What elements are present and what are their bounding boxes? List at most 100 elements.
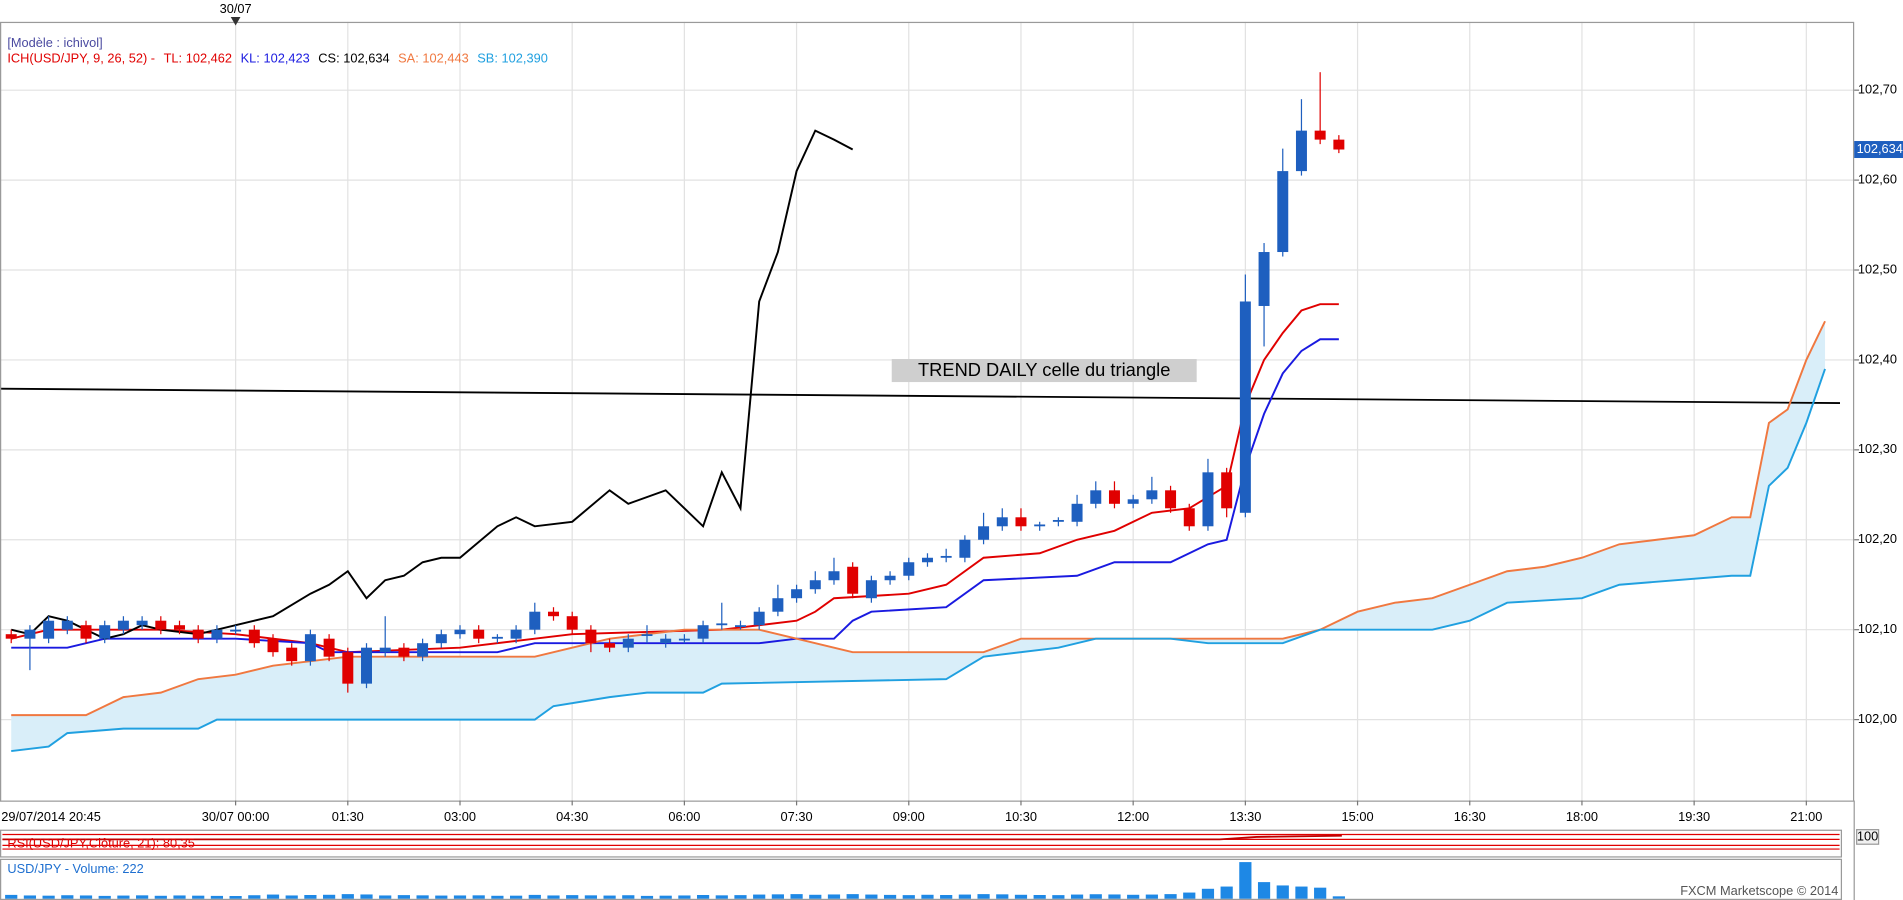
volume-bar [154,895,167,899]
candle-body [361,647,372,684]
candle-body [791,589,803,599]
volume-bar [210,895,224,899]
x-tick-label: 29/07/2014 20:45 [1,809,101,824]
indicator-line [11,320,1826,717]
volume-bar [734,895,747,899]
candle-body [248,629,260,644]
candle-body [61,620,73,630]
x-tick-label: 21:00 [1790,809,1822,824]
volume-bar [360,894,373,899]
volume-bar [584,895,597,899]
last-price-tag [1854,141,1903,159]
candle-body [903,562,915,576]
candle-body [809,580,821,590]
date-marker-label: 30/07 [220,1,252,16]
candle-body [1221,472,1233,509]
legend-value: 102,423 [263,51,309,66]
volume-bar [229,896,242,899]
candle-body [136,620,148,626]
candle-body [697,625,709,639]
y-tick-label: 102,50 [1858,261,1897,276]
volume-bar [491,895,504,899]
volume-bar [98,895,111,899]
volume-bar [790,894,803,899]
volume-bar [192,895,205,899]
candle-body [1034,524,1046,527]
volume-bar [622,895,635,899]
candle-body [529,611,541,630]
candle-body [772,598,784,612]
x-tick-label: 09:00 [893,809,925,824]
y-tick-label: 102,30 [1858,441,1897,456]
volume-bar [266,894,280,899]
model-label: [Modèle : ichivol] [7,35,102,50]
legend-entry: TL: [164,51,183,66]
volume-bar [678,895,691,899]
x-tick-label: 30/07 00:00 [202,809,270,824]
candle-body [1146,490,1158,500]
x-tick-label: 16:30 [1454,809,1486,824]
volume-bar [1257,882,1271,899]
indicator-line [11,368,1826,753]
volume-bar [771,894,784,899]
x-tick-label: 12:00 [1117,809,1149,824]
volume-bar [285,895,298,899]
volume-bar [341,894,354,899]
legend-entry: SB: [477,51,498,66]
candle-body [1202,472,1214,527]
x-tick-label: 13:30 [1229,809,1261,824]
volume-bar [1314,887,1327,899]
candle-body [342,652,354,684]
x-tick-label: 03:00 [444,809,476,824]
candle-body [884,575,896,581]
volume-bar [958,894,971,899]
annotation: TREND DAILY celle du triangle [918,359,1170,380]
candle-body [417,643,429,657]
date-marker [230,16,241,26]
candle-body [1183,508,1195,527]
candle-body [174,625,186,630]
volume-bar [715,895,728,899]
volume-bar [304,895,317,899]
x-tick-label: 10:30 [1005,809,1037,824]
cloud [11,321,1826,752]
candle-body [978,526,990,540]
legend-name: ICH(USD/JPY, 9, 26, 52) - [7,51,155,66]
trend-line [0,387,1841,405]
volume-bar [528,894,541,899]
candle-body [753,611,765,626]
candle-body [510,629,522,639]
candle-body [1314,130,1326,140]
candle-body [716,623,728,626]
volume-bar [79,895,93,899]
x-tick-label: 06:00 [668,809,700,824]
legend-value: 102,390 [502,51,548,66]
candle-body [1127,499,1139,504]
legend-entry: KL: [241,51,260,66]
volume-bar [1145,894,1158,899]
x-tick-label: 19:30 [1678,809,1710,824]
candle-body [304,634,316,662]
volume-bar [397,895,411,899]
candle-body [1015,517,1027,527]
last-price-label: 102,634 [1857,141,1903,156]
volume-bar [42,895,55,899]
candle-body [1090,490,1102,504]
candle-body [622,638,634,648]
plot-frame [0,21,1855,802]
volume-bar [547,895,560,899]
candle-body [211,629,223,639]
volume-bar [1108,894,1121,899]
candle-body [192,629,204,639]
volume-bar [416,895,429,899]
candle-body [398,647,410,657]
volume-bar [435,895,448,899]
candle-body [678,638,690,641]
volume-bar [1295,886,1308,899]
volume-bar [1014,894,1028,899]
y-tick-label: 102,00 [1858,711,1897,726]
rsi-line [2,834,1342,841]
candle-body [155,620,167,630]
